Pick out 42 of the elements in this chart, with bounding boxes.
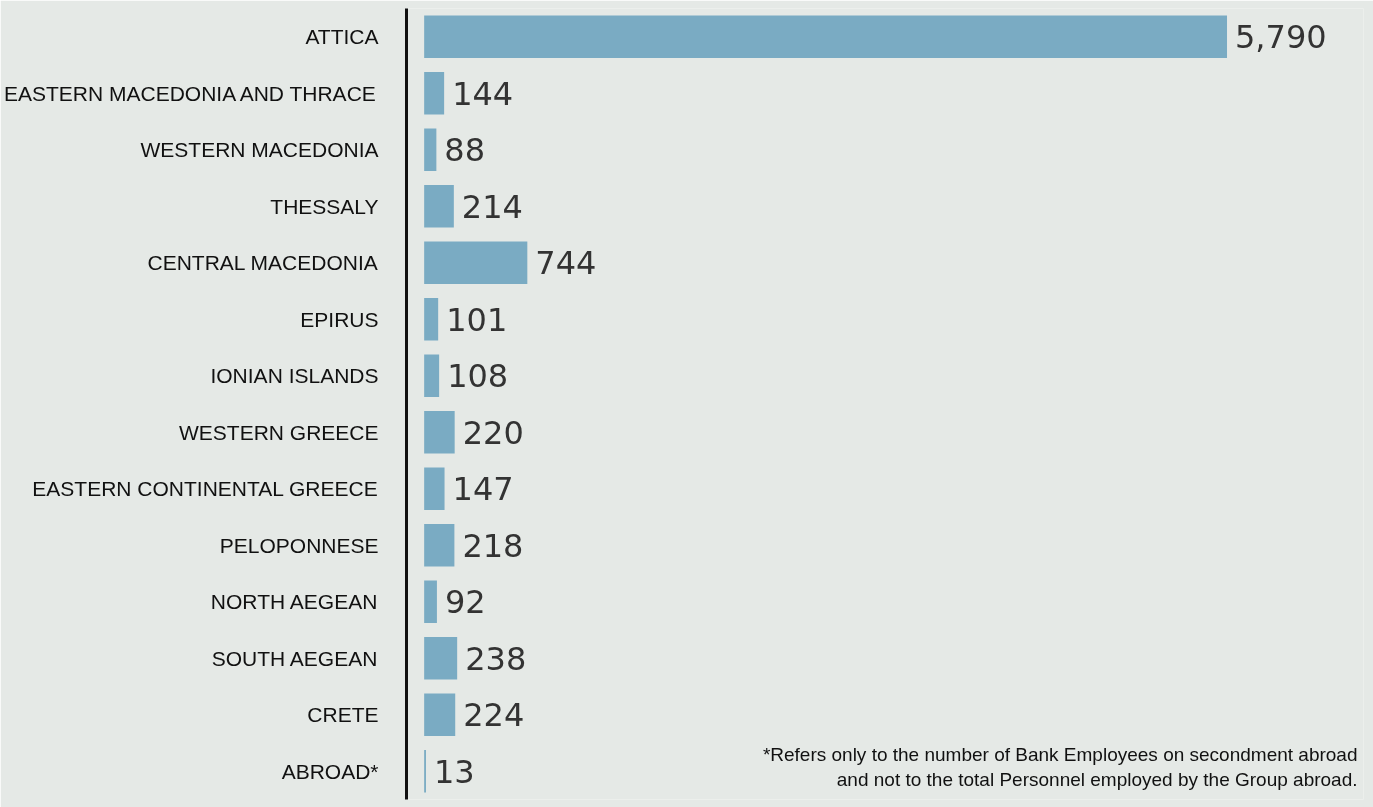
- data-label: 108: [447, 357, 509, 396]
- bar: [424, 128, 437, 171]
- data-label: 101: [446, 300, 508, 339]
- y-tick-label: WESTERN MACEDONIA: [140, 138, 379, 162]
- data-label: 144: [452, 74, 514, 113]
- data-label: 218: [462, 526, 524, 565]
- data-label: 744: [535, 244, 597, 283]
- y-tick-label: EASTERN CONTINENTAL GREECE: [32, 477, 378, 501]
- annotation: *Refers only to the number of Bank Employees on secondment abroad and not to the total Personnel employed by the Group abroad.: [762, 743, 1358, 791]
- data-label: 238: [465, 639, 527, 678]
- y-tick-label: SOUTH AEGEAN: [211, 646, 378, 670]
- y-tick-label: IONIAN ISLANDS: [210, 364, 379, 388]
- bar: [424, 354, 440, 397]
- data-label: 13: [433, 752, 475, 791]
- bar: [424, 411, 455, 454]
- bar: [424, 72, 445, 115]
- y-tick-label: CENTRAL MACEDONIA: [147, 251, 378, 275]
- data-label: 224: [463, 696, 525, 735]
- bar: [424, 467, 445, 510]
- y-tick-label: EASTERN MACEDONIA AND THRACE: [3, 81, 376, 105]
- bar: [424, 693, 456, 736]
- y-tick-label: NORTH AEGEAN: [210, 590, 378, 614]
- bar: [424, 580, 437, 623]
- y-tick-label: CRETE: [307, 703, 379, 727]
- data-label: 5,790: [1235, 18, 1327, 57]
- data-label: 220: [462, 413, 524, 452]
- y-tick-label: WESTERN GREECE: [178, 420, 379, 444]
- y-tick-label: THESSALY: [270, 194, 379, 218]
- y-tick-label: EPIRUS: [300, 307, 379, 331]
- bar: [424, 185, 454, 228]
- bar: [424, 524, 455, 567]
- bar: [424, 298, 439, 341]
- data-label: 88: [444, 131, 486, 170]
- bar: [424, 15, 1228, 58]
- y-tick-label: ABROAD*: [281, 759, 379, 783]
- bar: [424, 241, 528, 284]
- bar: [424, 637, 458, 680]
- data-label: 147: [452, 470, 514, 509]
- data-label: 92: [444, 583, 486, 622]
- y-tick-label: PELOPONNESE: [219, 533, 379, 557]
- y-tick-label: ATTICA: [305, 25, 379, 49]
- data-label: 214: [461, 187, 523, 226]
